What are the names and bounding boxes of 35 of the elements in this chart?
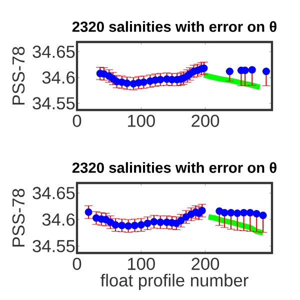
point [227, 208, 235, 216]
x-tick-label: 100 [128, 258, 155, 270]
point [144, 220, 152, 228]
x-tick-label: 0 [72, 258, 82, 270]
point [124, 222, 132, 230]
point [252, 210, 260, 218]
point [259, 212, 267, 220]
point [262, 68, 270, 76]
point [248, 66, 256, 74]
point [137, 221, 145, 229]
point [118, 222, 126, 230]
point [226, 68, 234, 76]
point [150, 218, 158, 226]
y-axis-title: PSS-78 [12, 46, 25, 104]
y-tick-label: 34.55 [32, 240, 75, 252]
point [234, 209, 242, 217]
y-tick-label: 34.65 [32, 46, 75, 58]
x-tick-label: 100 [128, 114, 155, 127]
point [246, 208, 254, 216]
point [84, 208, 92, 216]
y-tick-label: 34.6 [42, 71, 75, 84]
chart-title: 2320 salinities with error on θ [72, 21, 276, 32]
x-tick-label: 200 [192, 258, 220, 270]
y-tick-label: 34.6 [42, 213, 75, 226]
chart-title: 2320 salinities with error on θ [72, 162, 276, 173]
point [156, 218, 164, 226]
point [220, 208, 228, 216]
y-axis-title: PSS-78 [12, 188, 25, 246]
x-axis-title: float profile number [100, 274, 248, 290]
y-tick-label: 34.55 [32, 97, 75, 110]
y-tick-label: 34.65 [32, 186, 75, 200]
point [130, 222, 138, 230]
x-tick-label: 0 [72, 114, 82, 127]
point [240, 208, 248, 216]
x-tick-label: 200 [192, 114, 220, 127]
